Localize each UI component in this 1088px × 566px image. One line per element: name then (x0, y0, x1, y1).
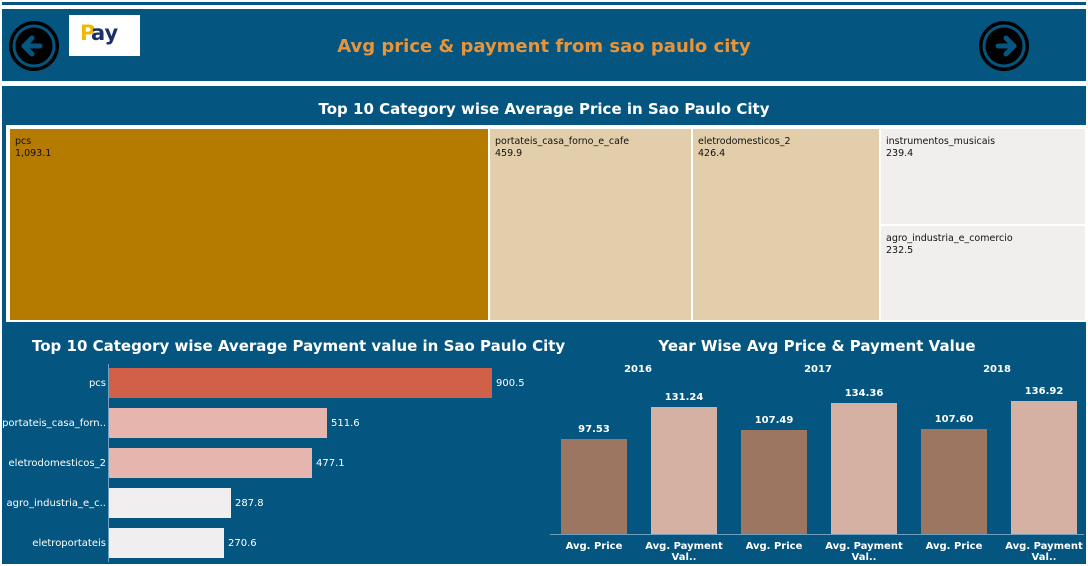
avg-payment-bar[interactable] (1011, 401, 1077, 534)
year-label: 2018 (983, 364, 1011, 375)
tile-category: eletrodomesticos_2 (698, 136, 791, 147)
avg-price-bar[interactable] (921, 429, 987, 534)
bar-label: pcs (88, 378, 106, 389)
treemap-title: Top 10 Category wise Average Price in Sa… (318, 100, 770, 118)
x-tick-label: Avg. Payment Val.. (825, 541, 903, 563)
pay-logo: P ay (69, 15, 140, 56)
year-bar-chart: 2016 2017 2018 97.53 131.24 107.49 134.3… (548, 360, 1086, 564)
bar-value: 97.53 (578, 424, 610, 435)
avg-price-bar[interactable] (741, 430, 807, 534)
bar-value: 131.24 (664, 392, 704, 403)
year-label: 2016 (624, 364, 652, 375)
tile-value: 232.5 (886, 245, 914, 256)
tile-category: instrumentos_musicais (886, 136, 996, 147)
bar-label: eletroportateis (32, 538, 106, 549)
tile-category: agro_industria_e_comercio (886, 233, 1013, 244)
treemap-tile[interactable]: pcs 1,093.1 (9, 128, 489, 321)
payment-bar[interactable] (109, 488, 231, 518)
bar-value: 107.49 (754, 415, 794, 426)
logo-letter: P (80, 21, 96, 45)
tile-value: 459.9 (495, 148, 523, 159)
bar-value: 136.92 (1024, 386, 1064, 397)
bar-value: 511.6 (331, 418, 360, 429)
treemap-tile[interactable]: eletrodomesticos_2 426.4 (692, 128, 880, 321)
x-tick-label: Avg. Price (745, 541, 803, 552)
treemap-chart: pcs 1,093.1 portateis_casa_forno_e_cafe … (6, 125, 1088, 322)
avg-payment-bar[interactable] (831, 403, 897, 534)
year-label: 2017 (804, 364, 832, 375)
x-axis-line (550, 534, 1084, 535)
bar-value: 477.1 (316, 458, 345, 469)
bar-value: 134.36 (844, 388, 884, 399)
page-title: Avg price & payment from sao paulo city (337, 36, 751, 57)
avg-price-bar[interactable] (561, 439, 627, 534)
bar-label: agro_industria_e_c.. (6, 498, 106, 509)
bar-label: portateis_casa_forn.. (2, 418, 106, 429)
payment-bar[interactable] (109, 448, 312, 478)
tile-value: 239.4 (886, 148, 914, 159)
year-chart-title: Year Wise Avg Price & Payment Value (658, 337, 976, 355)
logo-text: ay (91, 21, 119, 45)
payment-bar-chart: pcs 900.5 portateis_casa_forn.. 511.6 el… (2, 364, 542, 564)
treemap-tile[interactable]: instrumentos_musicais 239.4 (880, 128, 1086, 225)
arrow-right-icon (982, 24, 1026, 68)
tile-value: 1,093.1 (15, 148, 52, 159)
tile-category: portateis_casa_forno_e_cafe (495, 136, 630, 147)
x-tick-label: Avg. Price (925, 541, 983, 552)
payment-chart-title: Top 10 Category wise Average Payment val… (32, 337, 566, 355)
bar-value: 900.5 (496, 378, 525, 389)
treemap-tile[interactable]: agro_industria_e_comercio 232.5 (880, 225, 1086, 321)
payment-bar[interactable] (109, 368, 492, 398)
treemap-tile[interactable]: portateis_casa_forno_e_cafe 459.9 (489, 128, 692, 321)
x-tick-label: Avg. Price (565, 541, 623, 552)
avg-payment-bar[interactable] (651, 407, 717, 534)
x-tick-label: Avg. Payment Val.. (645, 541, 723, 563)
y-axis-line (108, 364, 109, 562)
payment-bar[interactable] (109, 408, 327, 438)
forward-button[interactable] (979, 21, 1029, 71)
bar-value: 270.6 (228, 538, 257, 549)
payment-bar[interactable] (109, 528, 224, 558)
x-tick-label: Avg. Payment Val.. (1005, 541, 1083, 563)
tile-category: pcs (15, 136, 32, 147)
bar-value: 287.8 (235, 498, 264, 509)
bar-value: 107.60 (934, 414, 974, 425)
arrow-left-icon (12, 24, 56, 68)
header-divider (2, 81, 1086, 86)
top-divider (2, 5, 1086, 9)
tile-value: 426.4 (698, 148, 726, 159)
bar-label: eletrodomesticos_2 (8, 458, 106, 469)
back-button[interactable] (9, 21, 59, 71)
